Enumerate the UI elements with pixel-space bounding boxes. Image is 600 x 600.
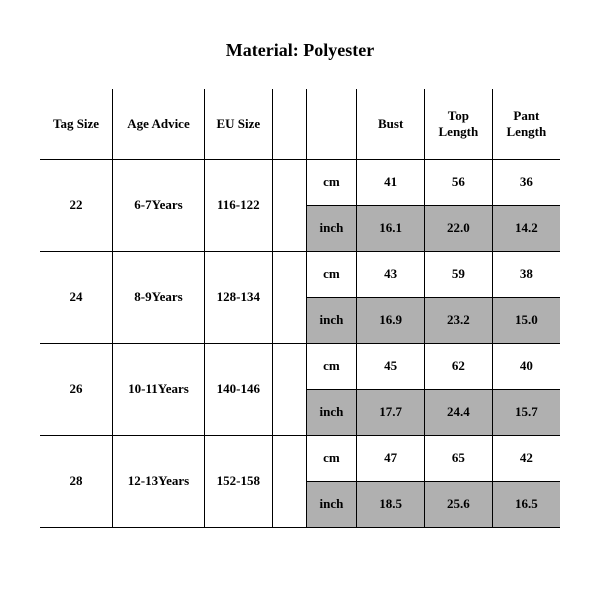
cell-tag: 28 — [40, 435, 113, 527]
cell-pant: 16.5 — [492, 481, 560, 527]
cell-eu: 128-134 — [204, 251, 272, 343]
cell-top: 65 — [425, 435, 493, 481]
cell-top: 22.0 — [425, 205, 493, 251]
cell-blank — [272, 159, 306, 251]
table-row: 28 12-13Years 152-158 cm 47 65 42 — [40, 435, 560, 481]
cell-eu: 152-158 — [204, 435, 272, 527]
cell-tag: 22 — [40, 159, 113, 251]
cell-age: 8-9Years — [113, 251, 205, 343]
cell-pant: 38 — [492, 251, 560, 297]
col-pant-length: PantLength — [492, 89, 560, 159]
col-bust: Bust — [357, 89, 425, 159]
cell-blank — [272, 343, 306, 435]
table-row: 22 6-7Years 116-122 cm 41 56 36 — [40, 159, 560, 205]
cell-bust: 41 — [357, 159, 425, 205]
col-tag-size: Tag Size — [40, 89, 113, 159]
cell-pant: 14.2 — [492, 205, 560, 251]
cell-bust: 43 — [357, 251, 425, 297]
cell-pant: 15.0 — [492, 297, 560, 343]
cell-unit: cm — [306, 343, 357, 389]
cell-eu: 116-122 — [204, 159, 272, 251]
cell-bust: 16.1 — [357, 205, 425, 251]
cell-tag: 26 — [40, 343, 113, 435]
cell-unit: inch — [306, 389, 357, 435]
cell-unit: inch — [306, 205, 357, 251]
cell-top: 59 — [425, 251, 493, 297]
cell-blank — [272, 251, 306, 343]
cell-bust: 16.9 — [357, 297, 425, 343]
cell-top: 23.2 — [425, 297, 493, 343]
cell-age: 10-11Years — [113, 343, 205, 435]
size-table: Tag Size Age Advice EU Size Bust TopLeng… — [40, 89, 560, 528]
col-eu-size: EU Size — [204, 89, 272, 159]
cell-pant: 40 — [492, 343, 560, 389]
cell-pant: 15.7 — [492, 389, 560, 435]
cell-top: 24.4 — [425, 389, 493, 435]
col-unit — [306, 89, 357, 159]
page: Material: Polyester Tag Size Age Advice … — [0, 0, 600, 600]
cell-age: 6-7Years — [113, 159, 205, 251]
cell-unit: cm — [306, 435, 357, 481]
cell-unit: cm — [306, 159, 357, 205]
cell-bust: 18.5 — [357, 481, 425, 527]
table-body: 22 6-7Years 116-122 cm 41 56 36 inch 16.… — [40, 159, 560, 527]
cell-unit: inch — [306, 481, 357, 527]
cell-bust: 45 — [357, 343, 425, 389]
cell-eu: 140-146 — [204, 343, 272, 435]
col-top-length: TopLength — [425, 89, 493, 159]
col-age-advice: Age Advice — [113, 89, 205, 159]
cell-unit: cm — [306, 251, 357, 297]
col-blank — [272, 89, 306, 159]
cell-top: 56 — [425, 159, 493, 205]
cell-top: 62 — [425, 343, 493, 389]
table-row: 24 8-9Years 128-134 cm 43 59 38 — [40, 251, 560, 297]
cell-pant: 36 — [492, 159, 560, 205]
cell-top: 25.6 — [425, 481, 493, 527]
cell-age: 12-13Years — [113, 435, 205, 527]
page-title: Material: Polyester — [40, 40, 560, 61]
cell-bust: 17.7 — [357, 389, 425, 435]
header-row: Tag Size Age Advice EU Size Bust TopLeng… — [40, 89, 560, 159]
table-row: 26 10-11Years 140-146 cm 45 62 40 — [40, 343, 560, 389]
cell-pant: 42 — [492, 435, 560, 481]
cell-blank — [272, 435, 306, 527]
cell-tag: 24 — [40, 251, 113, 343]
cell-unit: inch — [306, 297, 357, 343]
cell-bust: 47 — [357, 435, 425, 481]
table-header: Tag Size Age Advice EU Size Bust TopLeng… — [40, 89, 560, 159]
